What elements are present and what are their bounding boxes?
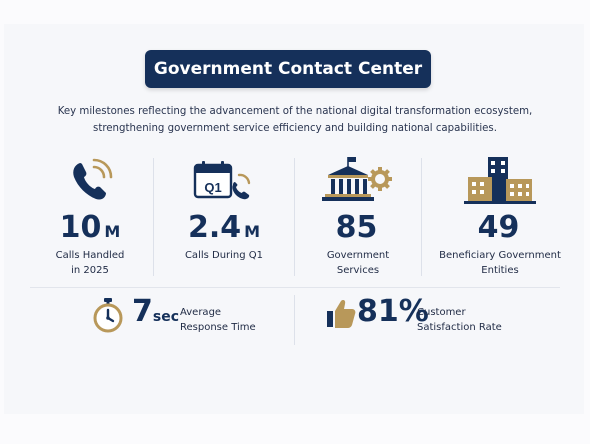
stat-value: 49 (477, 210, 520, 245)
metric-label-line-2: Satisfaction Rate (417, 322, 502, 333)
stat-label-line-1: Government (326, 250, 390, 261)
divider (421, 158, 422, 276)
stat-calls-2025: 10 M Calls Handled in 2025 (30, 155, 150, 280)
subtitle-line-2: strengthening government service efficie… (93, 123, 497, 134)
stat-value: 85 (335, 210, 378, 245)
metric-value: 81% (357, 294, 429, 329)
stat-label-line-2: Services (336, 265, 380, 276)
metric-satisfaction: 81% Customer Satisfaction Rate (325, 295, 545, 345)
stopwatch-icon (93, 298, 123, 333)
stat-label-line-1: Calls During Q1 (184, 250, 264, 261)
government-building-gear-icon (298, 155, 418, 207)
divider (30, 287, 560, 288)
city-buildings-icon (425, 155, 575, 207)
subtitle-line-1: Key milestones reflecting the advancemen… (57, 106, 533, 117)
divider (294, 158, 295, 276)
metric-label-line-2: Response Time (180, 322, 256, 333)
stat-calls-q1: Q1 2.4 M Calls During Q1 (158, 155, 290, 280)
divider (153, 158, 154, 276)
subtitle: Key milestones reflecting the advancemen… (40, 103, 550, 137)
stat-label-line-2: in 2025 (71, 265, 109, 276)
metric-value: 7 (132, 294, 153, 329)
stat-beneficiary-entities: 49 Beneficiary Government Entities (425, 155, 575, 280)
stat-label-line-1: Calls Handled (55, 250, 125, 261)
title-badge: Government Contact Center (145, 50, 431, 88)
phone-icon (30, 155, 150, 207)
metric-response-time: 7sec Average Response Time (90, 295, 290, 345)
stat-label-line-2: Entities (481, 265, 519, 276)
metric-label-line-1: Average (180, 307, 222, 318)
stat-label-line-1: Beneficiary Government (439, 250, 561, 261)
stat-value: 2.4 (187, 210, 242, 245)
stat-unit: M (244, 222, 261, 241)
stat-government-services: 85 Government Services (298, 155, 418, 280)
q1-calendar-phone-icon: Q1 (158, 155, 290, 207)
stat-unit: M (104, 222, 121, 241)
thumbs-up-icon (327, 300, 356, 328)
metric-unit: sec (152, 309, 180, 325)
divider (294, 295, 295, 345)
stat-value: 10 (59, 210, 102, 245)
metric-label-line-1: Customer (417, 307, 466, 318)
q1-text: Q1 (204, 180, 221, 195)
